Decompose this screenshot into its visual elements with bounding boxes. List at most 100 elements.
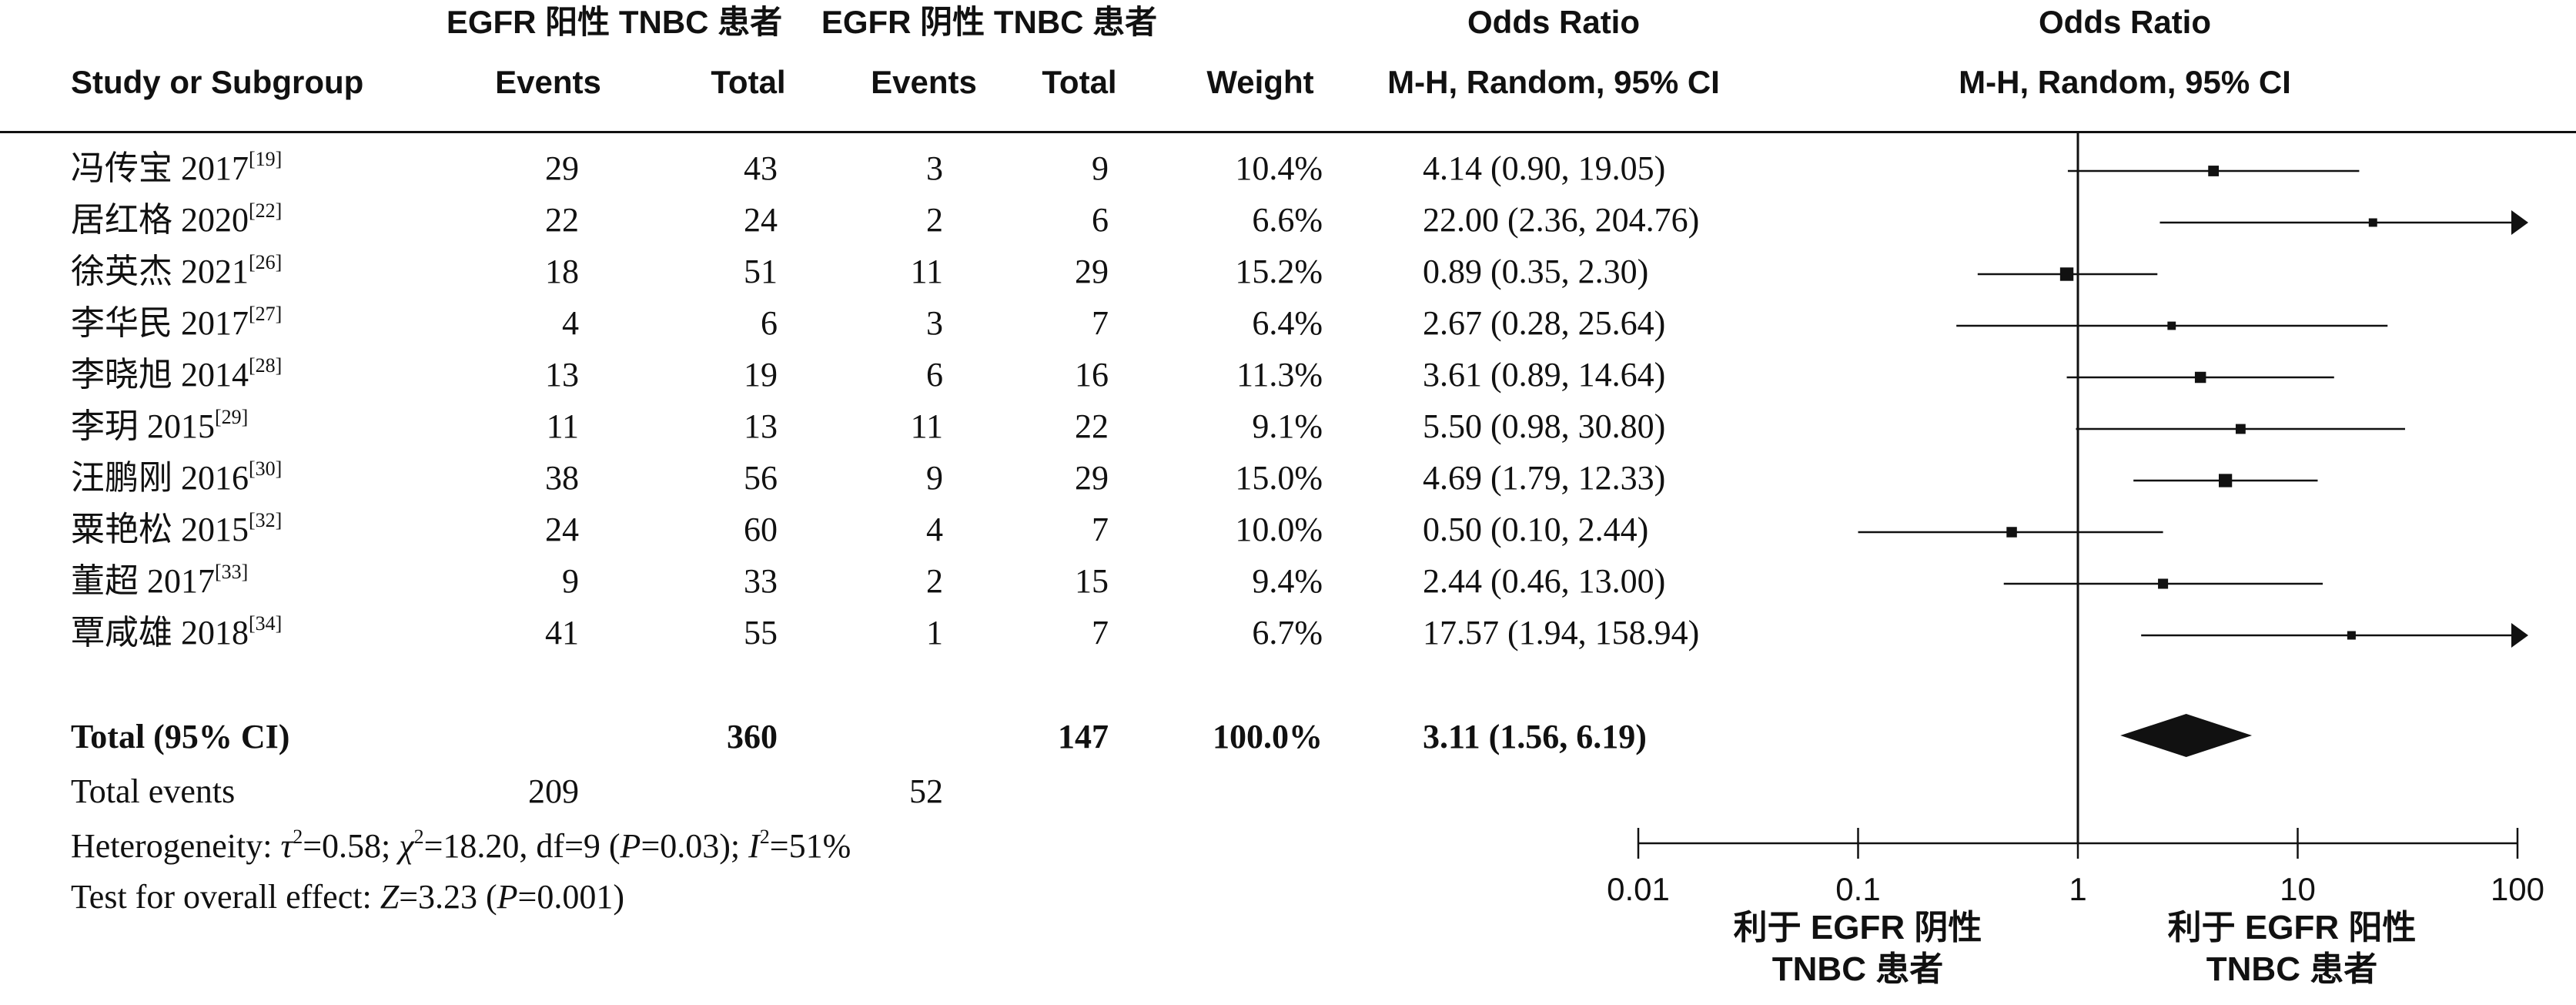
total-positive: 56 — [744, 459, 778, 497]
total-events-negative: 52 — [909, 772, 943, 810]
total-positive: 19 — [744, 356, 778, 394]
point-estimate — [2208, 166, 2220, 176]
header-rule — [0, 131, 2576, 133]
point-estimate — [2158, 578, 2169, 589]
odds-ratio-ci: 2.67 (0.28, 25.64) — [1423, 304, 1666, 342]
point-estimate — [2218, 474, 2233, 487]
total-positive: 33 — [744, 562, 778, 600]
events-positive: 38 — [545, 459, 579, 497]
events-positive: 11 — [546, 407, 579, 445]
events-positive: 13 — [545, 356, 579, 394]
favours-positive-label: 利于 EGFR 阳性 TNBC 患者 — [2168, 907, 2417, 990]
odds-ratio-ci: 4.69 (1.79, 12.33) — [1423, 459, 1666, 497]
events-negative: 3 — [926, 149, 943, 187]
total-negative: 7 — [1092, 614, 1109, 652]
total-events-positive: 209 — [528, 772, 579, 810]
events-negative: 4 — [926, 511, 943, 548]
ci-lines — [1858, 166, 2528, 648]
total-negative: 9 — [1092, 149, 1109, 187]
header-total-positive: Total — [711, 64, 786, 100]
study-name: 汪鹏刚 2016[30] — [71, 457, 283, 497]
events-negative: 9 — [926, 459, 943, 497]
header-odds-ratio-plot: Odds Ratio — [2038, 4, 2212, 40]
header-events-positive: Events — [495, 64, 601, 100]
point-estimate — [2368, 218, 2377, 227]
study-name: 居红格 2020[22] — [71, 199, 283, 239]
header-or-plot-method: M-H, Random, 95% CI — [1959, 64, 2291, 100]
weight: 6.6% — [1252, 201, 1323, 239]
events-positive: 18 — [545, 253, 579, 290]
total-positive: 55 — [744, 614, 778, 652]
total-negative: 7 — [1092, 511, 1109, 548]
events-negative: 6 — [926, 356, 943, 394]
study-name: 董超 2017[33] — [71, 561, 249, 600]
favours-negative-label: 利于 EGFR 阴性 TNBC 患者 — [1734, 907, 1982, 990]
total-negative: 6 — [1092, 201, 1109, 239]
odds-ratio-ci: 0.89 (0.35, 2.30) — [1423, 253, 1649, 290]
odds-ratio-ci: 4.14 (0.90, 19.05) — [1423, 149, 1666, 187]
events-positive: 41 — [545, 614, 579, 652]
total-positive: 13 — [744, 407, 778, 445]
weight: 11.3% — [1236, 356, 1323, 394]
total-positive: 24 — [744, 201, 778, 239]
events-positive: 29 — [545, 149, 579, 187]
point-estimate — [2235, 424, 2246, 434]
header-odds-ratio-table: Odds Ratio — [1467, 4, 1641, 40]
favours-positive-line2: TNBC 患者 — [2206, 950, 2378, 988]
odds-ratio-ci: 2.44 (0.46, 13.00) — [1423, 562, 1666, 600]
total-negative: 22 — [1075, 407, 1109, 445]
header-weight: Weight — [1206, 64, 1314, 100]
header-events-negative: Events — [871, 64, 977, 100]
x-axis: 0.01 0.1 1 10 100 — [1607, 828, 2544, 907]
ci-arrow-icon — [2511, 623, 2528, 648]
heterogeneity-stats: Heterogeneity: τ2=0.58; χ2=18.20, df=9 (… — [71, 826, 851, 865]
pooled-odds-ratio-ci: 3.11 (1.56, 6.19) — [1423, 718, 1647, 755]
study-name: 李华民 2017[27] — [71, 303, 283, 342]
total-positive-sum: 360 — [727, 718, 778, 755]
events-positive: 22 — [545, 201, 579, 239]
odds-ratio-ci: 22.00 (2.36, 204.76) — [1423, 201, 1700, 239]
study-name: 冯传宝 2017[19] — [71, 148, 283, 187]
point-estimate — [2167, 321, 2176, 330]
weight: 10.0% — [1235, 511, 1323, 548]
events-negative: 2 — [926, 201, 943, 239]
weight: 10.4% — [1235, 149, 1323, 187]
header-study: Study or Subgroup — [71, 64, 364, 100]
study-name: 覃咸雄 2018[34] — [71, 612, 283, 652]
events-negative: 2 — [926, 562, 943, 600]
x-tick-label: 0.1 — [1835, 871, 1880, 907]
favours-negative-line2: TNBC 患者 — [1771, 950, 1944, 988]
x-tick-label: 10 — [2280, 871, 2316, 907]
events-positive: 9 — [562, 562, 579, 600]
header-group-positive: EGFR 阳性 TNBC 患者 — [446, 4, 783, 40]
point-estimate — [2347, 631, 2356, 640]
pooled-estimate-diamond — [2120, 714, 2253, 757]
favours-negative-line1: 利于 EGFR 阴性 — [1733, 909, 1982, 946]
total-label: Total (95% CI) — [71, 718, 290, 755]
total-positive: 60 — [744, 511, 778, 548]
events-negative: 11 — [910, 407, 943, 445]
total-negative: 29 — [1075, 459, 1109, 497]
weight: 15.2% — [1235, 253, 1323, 290]
total-positive: 6 — [761, 304, 778, 342]
point-estimate — [2006, 527, 2017, 538]
total-negative: 7 — [1092, 304, 1109, 342]
header-total-negative: Total — [1042, 64, 1117, 100]
x-tick-label: 1 — [2069, 871, 2086, 907]
study-name: 李晓旭 2014[28] — [71, 354, 283, 394]
study-name: 粟艳松 2015[32] — [71, 509, 283, 548]
total-negative: 29 — [1075, 253, 1109, 290]
study-name: 徐英杰 2021[26] — [71, 251, 283, 290]
odds-ratio-ci: 0.50 (0.10, 2.44) — [1423, 511, 1649, 548]
total-positive: 51 — [744, 253, 778, 290]
events-positive: 4 — [562, 304, 579, 342]
odds-ratio-ci: 17.57 (1.94, 158.94) — [1423, 614, 1700, 652]
events-negative: 3 — [926, 304, 943, 342]
header-or-method: M-H, Random, 95% CI — [1387, 64, 1720, 100]
odds-ratio-ci: 3.61 (0.89, 14.64) — [1423, 356, 1666, 394]
header-group-negative: EGFR 阴性 TNBC 患者 — [821, 4, 1158, 40]
total-weight: 100.0% — [1213, 718, 1323, 755]
favours-positive-line1: 利于 EGFR 阳性 — [2167, 909, 2417, 946]
